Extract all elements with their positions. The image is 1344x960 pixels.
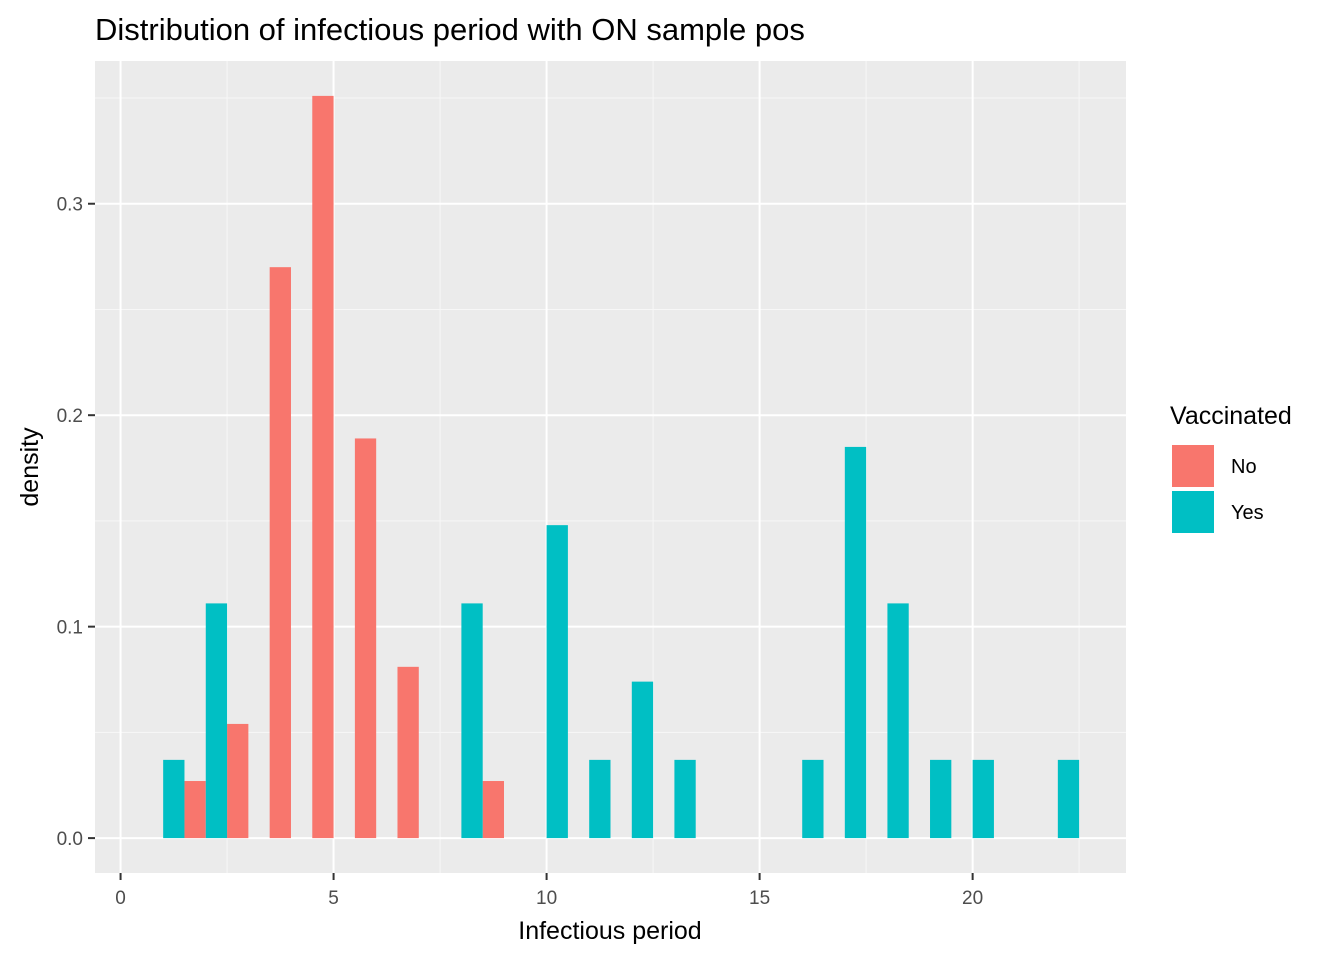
x-tick-label: 15 (749, 888, 770, 909)
legend-key-yes (1172, 491, 1214, 533)
bar-yes (461, 603, 483, 839)
bar-yes (1057, 759, 1080, 839)
bar-no (482, 781, 504, 839)
chart-title: Distribution of infectious period with O… (95, 12, 805, 47)
x-axis-title: Infectious period (518, 917, 701, 945)
y-tick-label: 0.0 (57, 829, 83, 850)
bar-yes (546, 525, 568, 839)
x-tick-label: 5 (328, 888, 339, 909)
plot-panel (95, 61, 1126, 873)
bar-no (227, 723, 249, 839)
y-axis-title: density (16, 427, 44, 507)
grid-minor (95, 61, 1126, 873)
legend-label-no: No (1231, 456, 1257, 478)
bar-no (312, 95, 334, 839)
legend-key-no (1172, 445, 1214, 487)
bar-yes (163, 759, 185, 839)
bar-yes (674, 759, 696, 839)
y-axis: 0.0 0.1 0.2 0.3 (57, 195, 95, 850)
bar-no (184, 781, 206, 839)
bar-no (397, 666, 419, 839)
legend: Vaccinated No Yes (1170, 402, 1292, 533)
bar-yes (972, 759, 994, 839)
x-axis: 0 5 10 15 20 (115, 873, 983, 909)
x-tick-label: 0 (115, 888, 126, 909)
bar-yes (887, 603, 909, 839)
bar-yes (844, 446, 867, 839)
bar-no (354, 438, 377, 839)
x-tick-label: 10 (536, 888, 557, 909)
bar-yes (205, 603, 228, 839)
bar-yes (930, 759, 952, 839)
legend-label-yes: Yes (1231, 502, 1264, 524)
bar-yes (631, 681, 654, 839)
y-tick-label: 0.1 (57, 618, 83, 639)
bar-no (269, 267, 291, 839)
bars (163, 95, 1080, 839)
x-tick-label: 20 (962, 888, 983, 909)
bar-yes (589, 759, 611, 839)
y-tick-label: 0.3 (57, 195, 83, 216)
legend-title: Vaccinated (1170, 402, 1292, 430)
y-tick-label: 0.2 (57, 406, 83, 427)
bar-yes (802, 759, 824, 839)
